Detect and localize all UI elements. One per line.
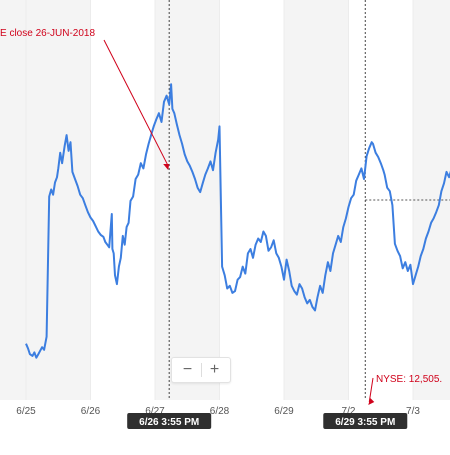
marker-lines (168, 0, 366, 400)
x-tick-label: 7/2 (342, 406, 356, 417)
x-tick-label: 6/25 (16, 406, 36, 417)
annotation-arrowhead (163, 163, 170, 170)
time-tooltip (323, 413, 408, 429)
annotation-label: NYSE: 12,505. (376, 374, 442, 385)
day-band (0, 0, 26, 400)
annotation-arrowhead (368, 398, 375, 405)
annotation-arrow (368, 377, 374, 403)
day-band (26, 0, 91, 400)
day-band (155, 0, 220, 400)
time-tooltips: 6/26 3:55 PM 6/29 3:55 PM (127, 413, 408, 429)
x-tick-label: 6/28 (210, 406, 230, 417)
annotation-arrow (103, 39, 169, 167)
price-line (25, 83, 450, 359)
annotations: E close 26-JUN-2018 NYSE: 12,505. (0, 28, 442, 405)
zoom-in-button[interactable]: + (202, 359, 228, 381)
zoom-out-button[interactable]: − (175, 359, 201, 381)
time-tooltip-label: 6/29 3:55 PM (335, 417, 395, 428)
x-axis-labels: 6/25 6/26 6/27 6/28 6/29 7/2 7/3 (16, 406, 420, 417)
x-tick-label: 6/29 (274, 406, 294, 417)
x-tick-label: 6/27 (145, 406, 165, 417)
zoom-divider (200, 363, 202, 377)
x-tick-label: 7/3 (406, 406, 420, 417)
day-band (284, 0, 349, 400)
annotation-label: E close 26-JUN-2018 (0, 28, 95, 39)
midnight-lines (25, 0, 414, 400)
time-tooltip (127, 413, 212, 429)
time-tooltip-label: 6/26 3:55 PM (139, 417, 199, 428)
x-tick-label: 6/26 (81, 406, 101, 417)
zoom-controls: − + (171, 357, 231, 383)
